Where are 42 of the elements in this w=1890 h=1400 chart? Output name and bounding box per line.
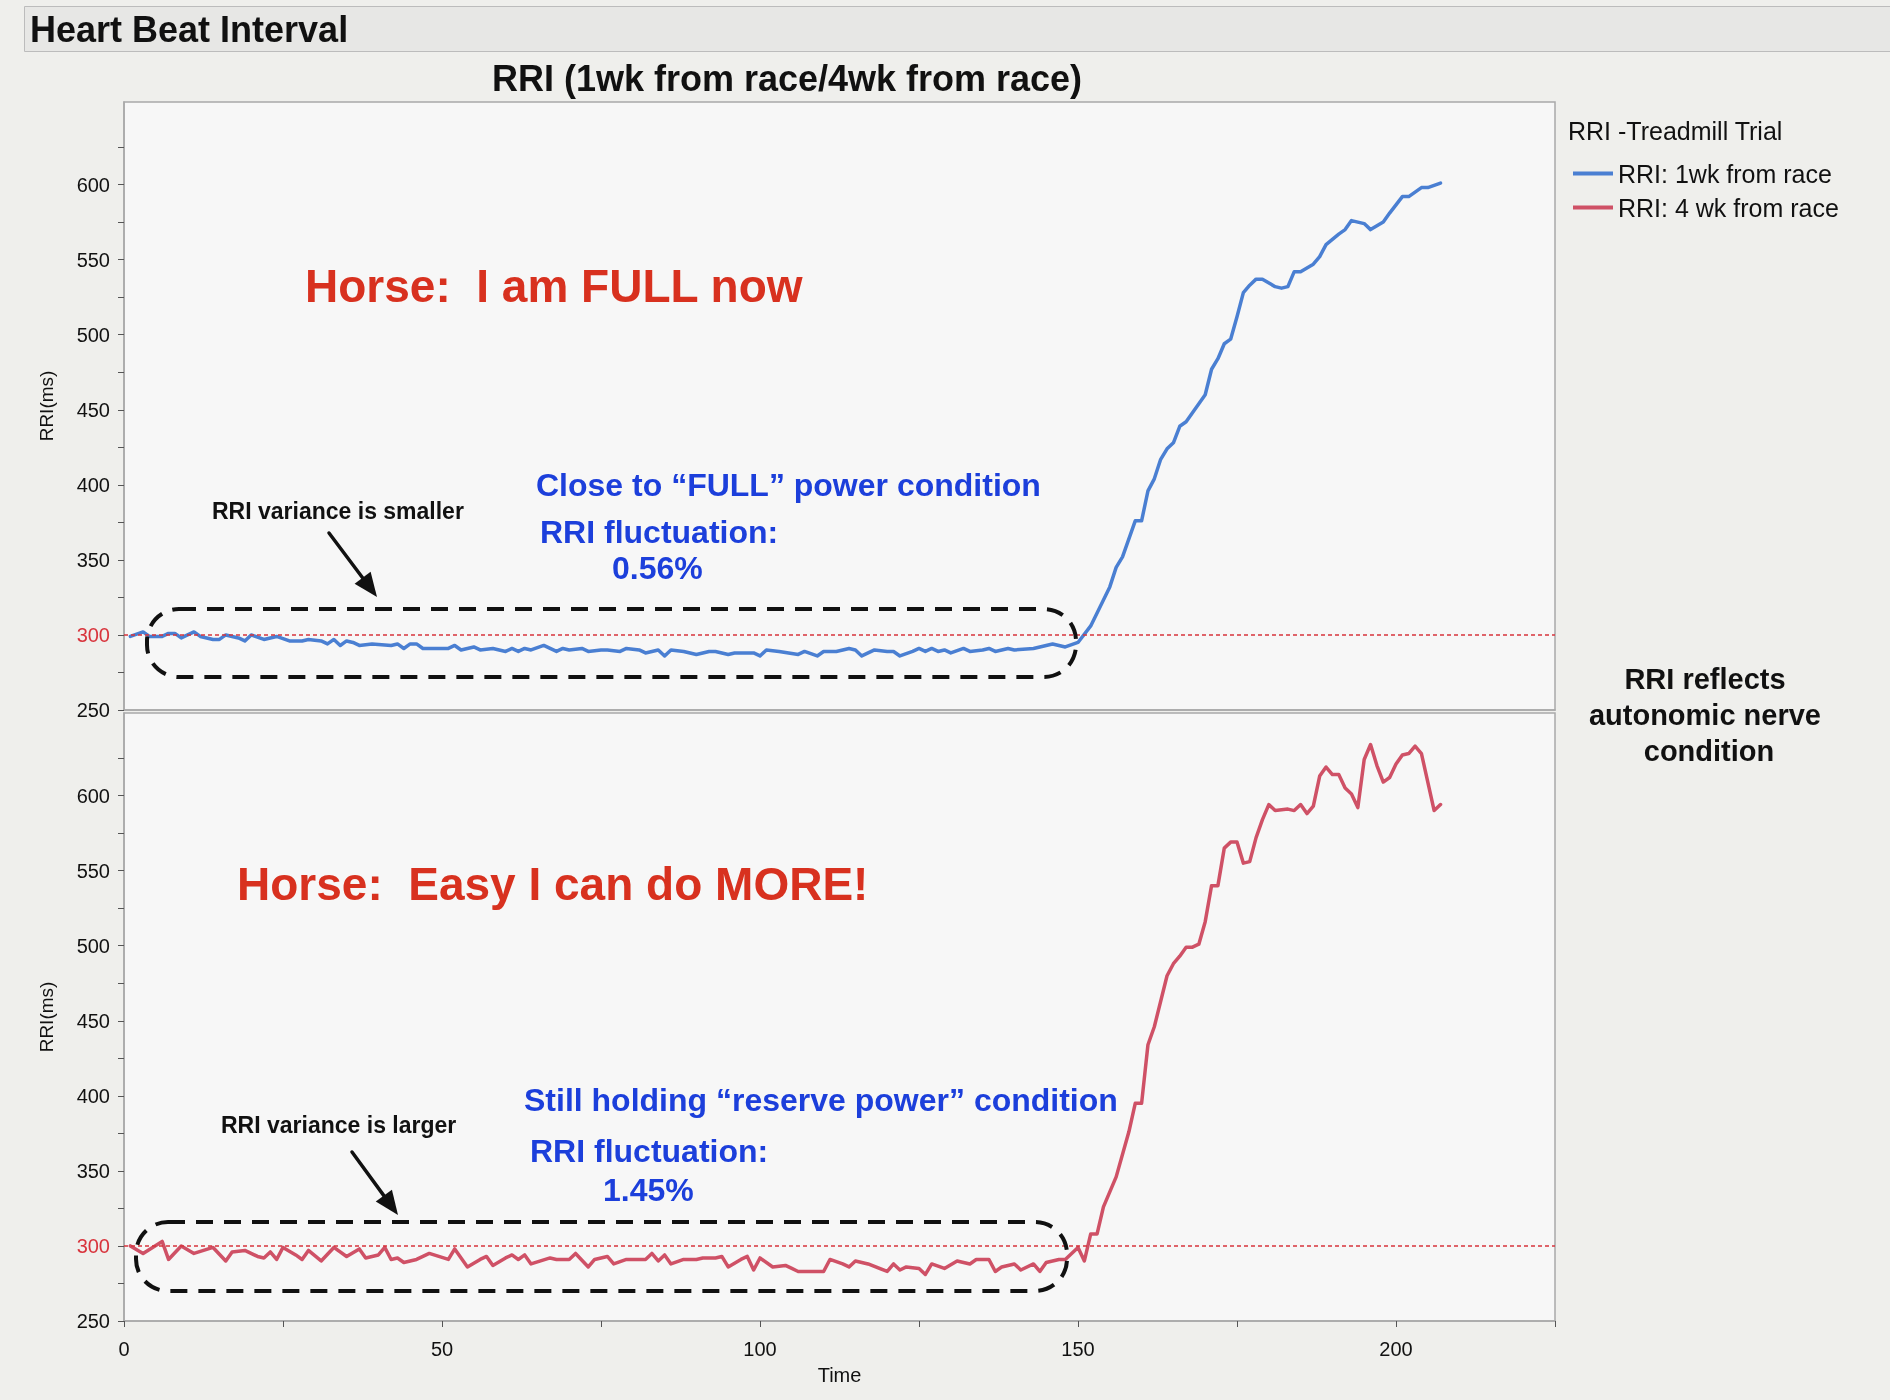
annotation: RRI fluctuation: [530, 1133, 769, 1169]
y-tick-label: 550 [76, 248, 110, 271]
x-tick-label: 100 [743, 1338, 777, 1360]
x-tick-label: 0 [118, 1338, 130, 1360]
y-tick-label: 350 [76, 548, 110, 571]
y-tick-label: 300 [76, 1234, 110, 1257]
x-axis-title: Time [817, 1364, 862, 1386]
y-tick-label: 250 [76, 699, 110, 721]
annotation: 0.56% [612, 550, 703, 586]
annotation: Horse: I am FULL now [305, 260, 803, 312]
legend-label: RRI: 1wk from race [1618, 159, 1832, 188]
y-tick-label: 400 [76, 1084, 110, 1107]
legend-title: RRI -Treadmill Trial [1568, 117, 1783, 145]
x-tick-label: 50 [430, 1338, 454, 1360]
line-series [128, 742, 1443, 1277]
annotation: Still holding “reserve power” condition [524, 1082, 1118, 1118]
annotation: RRI fluctuation: [540, 514, 779, 550]
chart-subtitle: RRI (1wk from race/4wk from race) [491, 57, 1083, 99]
y-tick-label: 500 [76, 323, 110, 346]
y-axis-title: RRI(ms) [36, 370, 57, 442]
x-tick-label: 200 [1379, 1338, 1413, 1360]
annotation: Horse: Easy I can do MORE! [237, 858, 869, 910]
y-tick-label: 400 [76, 473, 110, 496]
y-axis-title: RRI(ms) [36, 981, 57, 1053]
annotation: 1.45% [603, 1172, 694, 1208]
y-tick-label: 350 [76, 1159, 110, 1182]
annotation: Close to “FULL” power condition [536, 467, 1041, 503]
line-series [128, 181, 1443, 658]
legend-label: RRI: 4 wk from race [1618, 193, 1839, 222]
y-tick-label: 300 [76, 623, 110, 646]
y-tick-label: 500 [76, 934, 110, 957]
y-tick-label: 450 [76, 398, 110, 421]
y-tick-label: 250 [76, 1310, 110, 1332]
annotation: RRI variance is larger [221, 1112, 457, 1138]
x-tick-label: 150 [1061, 1338, 1095, 1360]
y-tick-label: 600 [76, 784, 110, 807]
y-tick-label: 450 [76, 1009, 110, 1032]
annotation: RRI variance is smaller [212, 498, 464, 524]
y-tick-label: 550 [76, 859, 110, 882]
chart-title: Heart Beat Interval [30, 8, 349, 50]
y-tick-label: 600 [76, 173, 110, 196]
text: RRI reflects autonomic nerve condition [1588, 663, 1830, 767]
